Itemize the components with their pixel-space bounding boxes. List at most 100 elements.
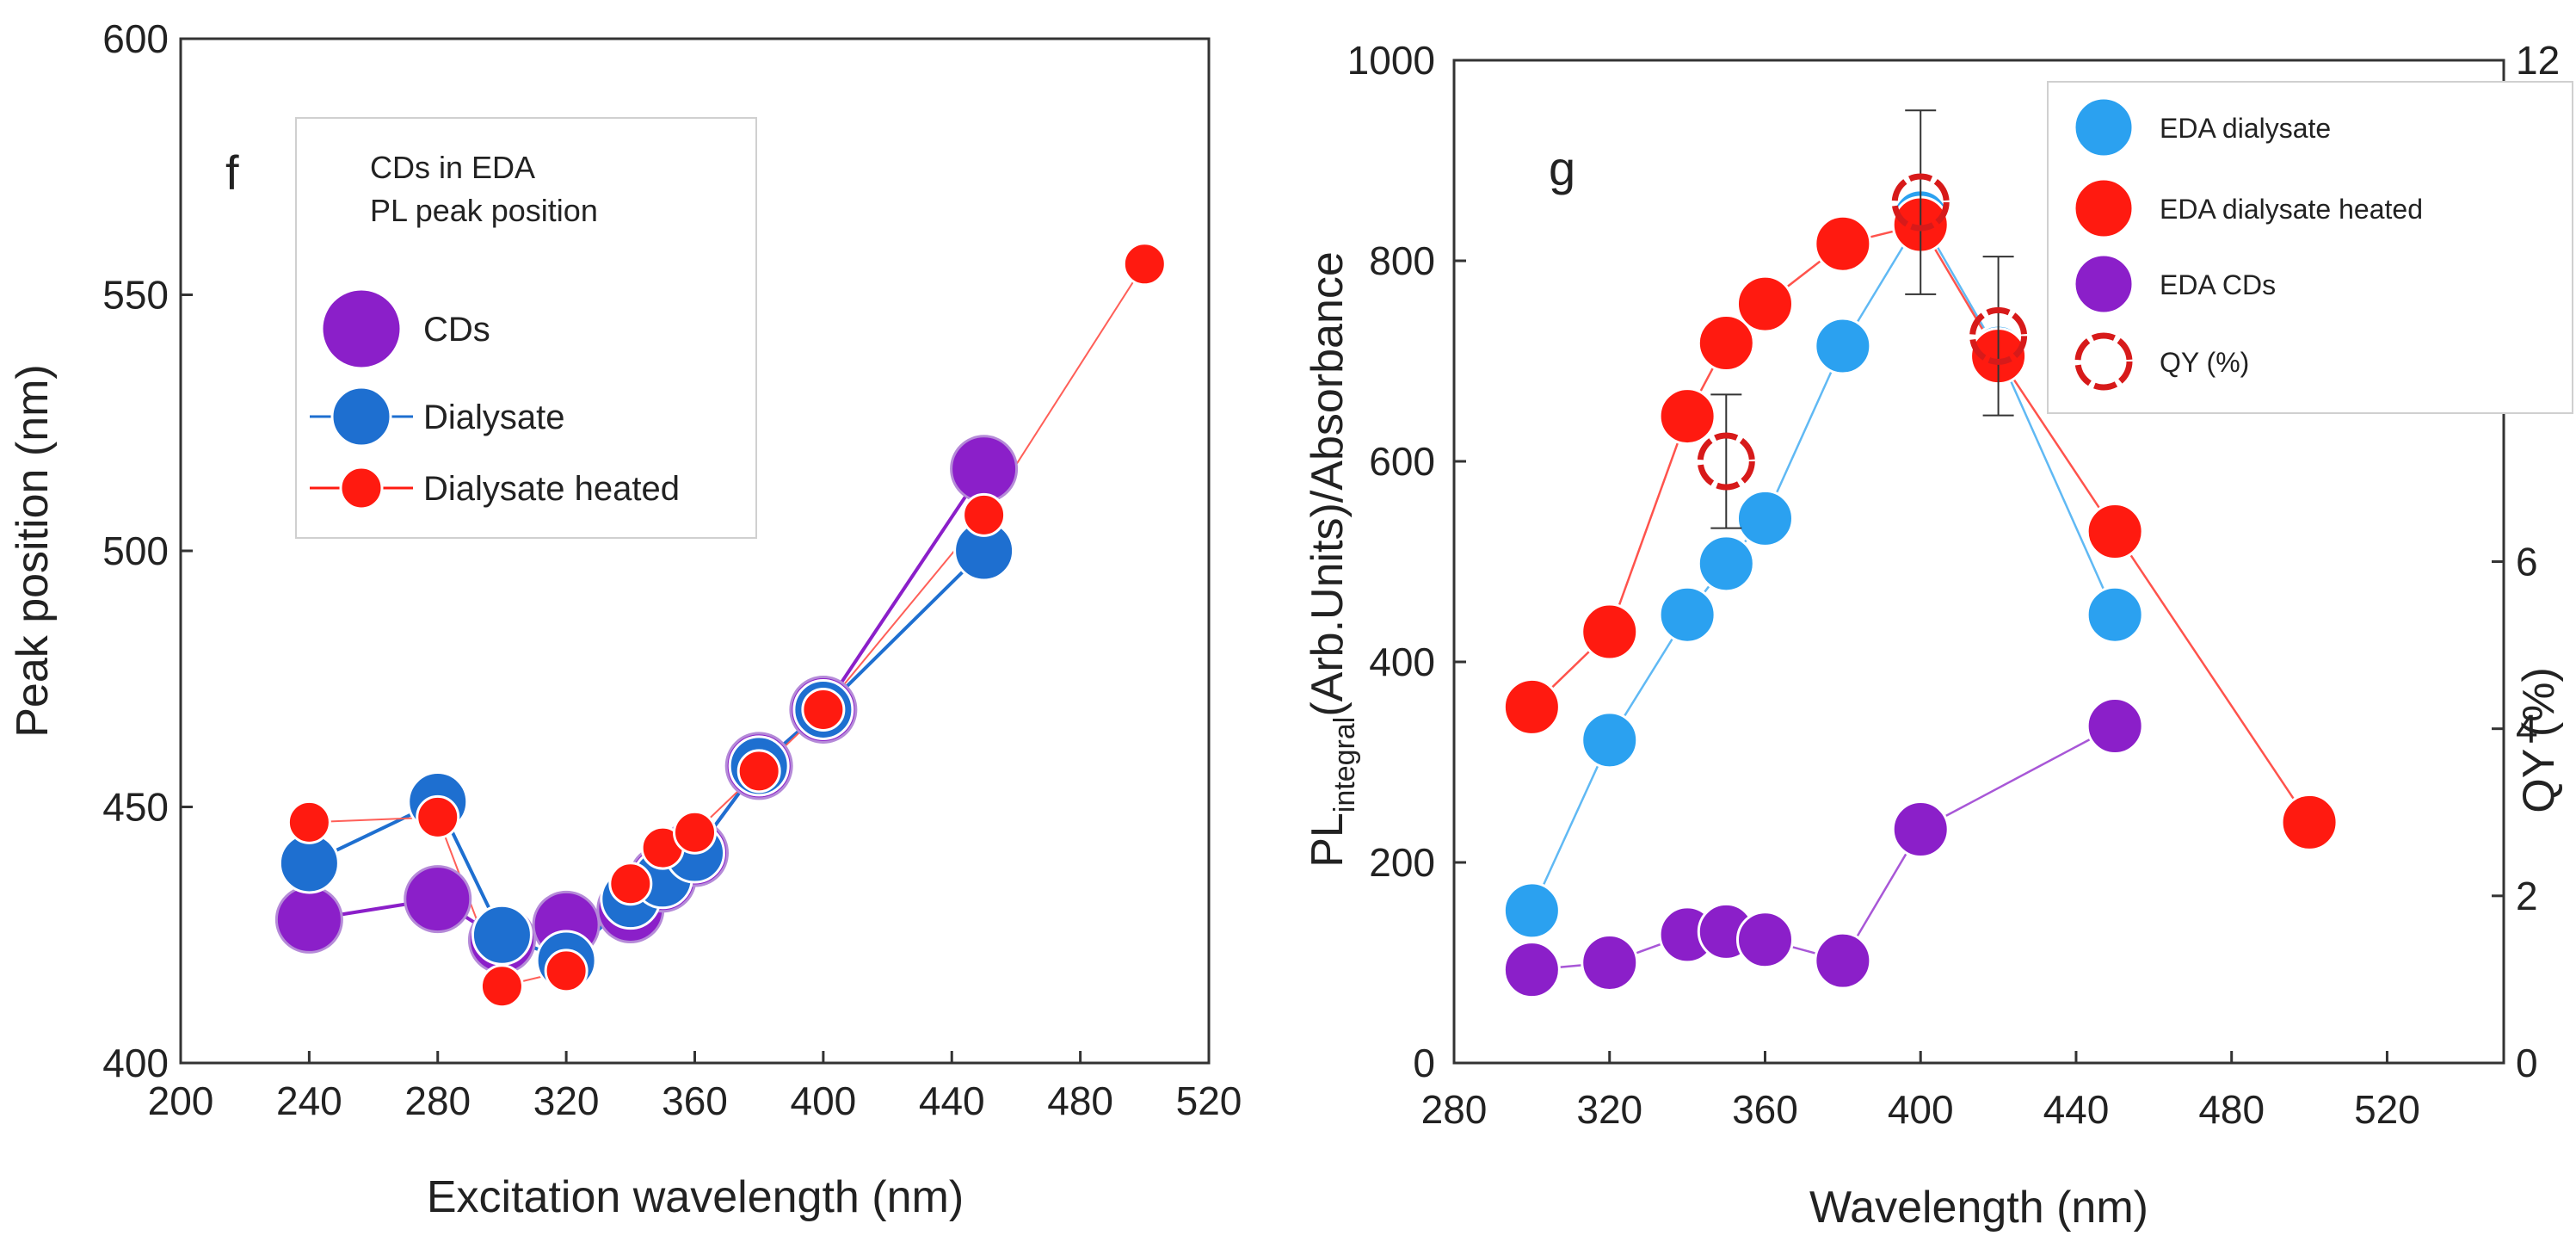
legend-label: QY (%)	[2160, 347, 2249, 378]
legend-label: CDs	[423, 311, 490, 349]
panel-g-letter: g	[1549, 141, 1575, 195]
panel-f-x-tick-label: 280	[404, 1078, 471, 1123]
panel-f-letter: f	[225, 145, 239, 200]
panel-g-data-point	[1735, 275, 1794, 333]
legend-label: EDA dialysate heated	[2160, 194, 2423, 225]
qy-data-point	[1891, 173, 1950, 232]
panel-f-y-tick-label: 600	[102, 16, 169, 61]
panel-f-x-tick-label: 200	[148, 1078, 214, 1123]
panel-g-data-point	[1658, 387, 1716, 446]
panel-f-x-tick-label: 360	[662, 1078, 728, 1123]
legend-label: EDA CDs	[2160, 269, 2276, 300]
qy-data-point	[1697, 432, 1755, 491]
panel-f-legend: CDs in EDA PL peak position CDs Dialysate…	[295, 117, 757, 539]
panel-g-y-axis-title: PLintegral(Arb.Units)/Absorbance	[1303, 251, 1361, 868]
panel-f-data-point	[1122, 242, 1167, 287]
panel-g-y2-tick-label: 12	[2516, 38, 2560, 83]
panel-g-x-tick-label: 520	[2354, 1087, 2420, 1132]
panel-f-chart: 200 240 280 320 360 400 440 480 520 400 450 500 550…	[8, 16, 1242, 1222]
panel-g-legend-frame	[2047, 81, 2573, 414]
panel-f-x-axis-title: Excitation wavelength (nm)	[427, 1172, 964, 1222]
panel-g-data-point	[1735, 489, 1794, 547]
panel-f-data-point	[950, 435, 1019, 504]
panel-g-data-point	[1814, 214, 1872, 273]
legend-note-line-1: CDs in EDA	[370, 150, 535, 185]
panel-f-x-tick-label: 480	[1047, 1078, 1113, 1123]
panel-f-data-point	[608, 862, 653, 906]
panel-f-data-point	[404, 865, 472, 934]
panel-g-y-tick-label: 200	[1369, 840, 1435, 885]
panel-f-data-point	[801, 687, 846, 732]
panel-g-data-point	[1697, 314, 1755, 373]
panel-f-data-point	[479, 964, 524, 1009]
panel-f-data-point	[287, 800, 331, 844]
panel-f-data-point	[274, 885, 343, 954]
panel-f-y-tick-label: 450	[102, 785, 169, 830]
panel-g-y2-axis-title: QY (%)	[2514, 667, 2564, 813]
panel-g-data-point	[1581, 711, 1639, 769]
legend-marker	[320, 287, 403, 370]
legend-note-line-2: PL peak position	[370, 193, 598, 228]
panel-g-data-point	[1735, 911, 1794, 969]
panel-f-data-point	[736, 749, 781, 794]
panel-g-data-point	[1891, 800, 1950, 859]
panel-g-y-tick-label: 600	[1369, 439, 1435, 484]
panel-f-data-point	[673, 810, 717, 855]
panel-g-y-axis-title-rest: (Arb.Units)/Absorbance	[1303, 251, 1353, 716]
panel-g-data-point	[2086, 503, 2144, 561]
panel-f-y-tick-label: 500	[102, 528, 169, 573]
panel-g-legend: EDA dialysate EDA dialysate heated EDA CDs…	[2047, 81, 2573, 414]
panel-g-y2-tick-label: 0	[2516, 1041, 2538, 1085]
legend-marker	[2073, 96, 2135, 158]
panel-g-series-line	[1531, 215, 2117, 911]
panel-f-y-axis-title: Peak position (nm)	[8, 364, 58, 738]
panel-g-data-point	[1502, 677, 1561, 736]
panel-g-series-line	[1531, 223, 2311, 824]
panel-g-data-point	[1502, 941, 1561, 999]
panel-g-y-axis-title-main: PL	[1303, 813, 1353, 868]
panel-g-y-axis-title-sub: integral	[1328, 717, 1361, 813]
legend-label: Dialysate heated	[423, 470, 680, 508]
legend-marker	[2074, 332, 2133, 391]
panel-f-data-point	[416, 794, 460, 839]
panel-g-x-tick-label: 320	[1576, 1087, 1642, 1132]
panel-g-data-point	[2280, 793, 2339, 851]
panel-g-y-tick-label: 0	[1413, 1041, 1435, 1085]
panel-f-y-tick-label: 400	[102, 1041, 169, 1085]
panel-g-chart: 280 320 360 400 440 480 520 02004006008001000 …	[1303, 38, 2573, 1233]
panel-g-data-point	[1814, 317, 1872, 375]
panel-f-x-tick-label: 400	[791, 1078, 857, 1123]
panel-g-y-tick-label: 800	[1369, 238, 1435, 283]
panel-g-y-tick-label: 400	[1369, 640, 1435, 684]
panel-f-data-point	[962, 492, 1007, 537]
panel-f-data-point	[471, 904, 533, 966]
panel-f-data-point	[544, 948, 589, 993]
panel-g-data-point	[2086, 585, 2144, 644]
panel-g-data-point	[1814, 931, 1872, 990]
legend-marker	[339, 466, 384, 510]
legend-marker	[330, 386, 392, 448]
panel-g-y-tick-label: 1000	[1347, 38, 1435, 83]
panel-g-x-tick-label: 440	[2043, 1087, 2110, 1132]
panel-g-data-point	[1502, 881, 1561, 940]
legend-marker	[2073, 253, 2135, 315]
legend-label: Dialysate	[423, 399, 565, 436]
panel-g-data-point	[1581, 934, 1639, 992]
qy-data-point	[1969, 306, 2028, 365]
panel-g-x-axis-title: Wavelength (nm)	[1809, 1183, 2148, 1233]
panel-f-x-tick-label: 440	[919, 1078, 985, 1123]
panel-g-x-tick-label: 280	[1421, 1087, 1488, 1132]
panel-g-y2-tick-label: 6	[2516, 540, 2538, 584]
panel-f-x-tick-label: 320	[533, 1078, 600, 1123]
legend-marker	[2073, 177, 2135, 239]
panel-g-data-point	[1581, 602, 1639, 661]
panel-g-y2-tick-label: 2	[2516, 874, 2538, 918]
panel-g-y2-tick-label: 4	[2516, 707, 2538, 751]
panel-g-data-point	[2086, 697, 2144, 756]
panel-f-y-tick-label: 550	[102, 273, 169, 318]
panel-g-data-point	[1697, 534, 1755, 593]
panel-f-x-tick-label: 240	[276, 1078, 342, 1123]
legend-label: EDA dialysate	[2160, 113, 2331, 144]
panel-g-x-tick-label: 360	[1732, 1087, 1798, 1132]
